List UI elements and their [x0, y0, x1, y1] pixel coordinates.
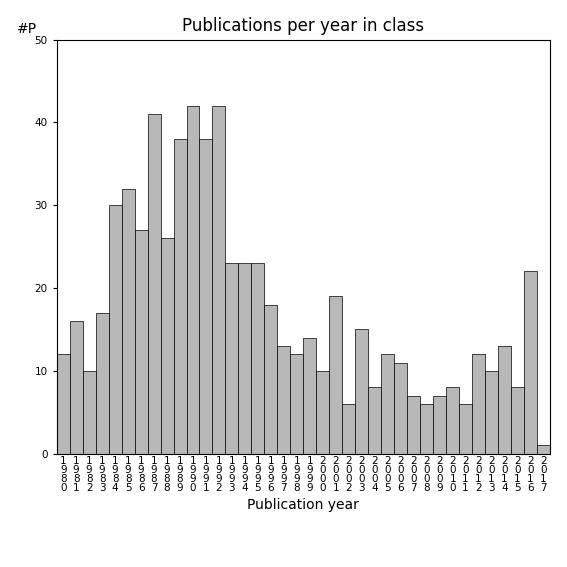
Bar: [160, 238, 174, 454]
Bar: [459, 404, 472, 454]
Bar: [356, 329, 368, 454]
Bar: [109, 205, 121, 454]
Bar: [342, 404, 356, 454]
Bar: [134, 230, 147, 454]
Bar: [226, 263, 239, 454]
Bar: [239, 263, 251, 454]
Text: #P: #P: [17, 22, 37, 36]
Bar: [420, 404, 433, 454]
Bar: [394, 362, 407, 454]
Bar: [264, 304, 277, 454]
Bar: [303, 338, 316, 454]
Bar: [187, 106, 200, 454]
Bar: [368, 387, 381, 454]
Bar: [83, 371, 96, 454]
Bar: [121, 189, 134, 454]
Bar: [511, 387, 524, 454]
Bar: [277, 346, 290, 454]
Bar: [290, 354, 303, 454]
Bar: [498, 346, 511, 454]
X-axis label: Publication year: Publication year: [247, 498, 359, 513]
Title: Publications per year in class: Publications per year in class: [182, 18, 425, 35]
Bar: [329, 297, 342, 454]
Bar: [316, 371, 329, 454]
Bar: [524, 272, 537, 454]
Bar: [472, 354, 485, 454]
Bar: [407, 396, 420, 454]
Bar: [537, 445, 550, 454]
Bar: [433, 396, 446, 454]
Bar: [57, 354, 70, 454]
Bar: [485, 371, 498, 454]
Bar: [200, 139, 213, 454]
Bar: [147, 114, 160, 454]
Bar: [251, 263, 264, 454]
Bar: [381, 354, 394, 454]
Bar: [213, 106, 226, 454]
Bar: [96, 313, 109, 454]
Bar: [446, 387, 459, 454]
Bar: [174, 139, 187, 454]
Bar: [70, 321, 83, 454]
